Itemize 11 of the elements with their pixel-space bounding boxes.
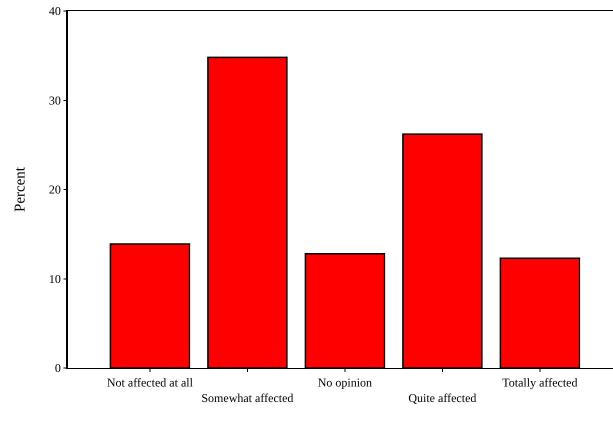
y-tick-label: 0 (54, 361, 61, 376)
y-tick-label: 10 (48, 272, 61, 286)
y-tick-label: 20 (48, 182, 61, 197)
y-tick-label: 40 (48, 4, 61, 18)
x-tick-label: Totally affected (502, 375, 578, 390)
x-tick-label: Not affected at all (106, 375, 194, 390)
x-tick-label: No opinion (318, 375, 372, 390)
x-tick-label: Quite affected (408, 391, 476, 405)
y-axis-title: Percent (12, 166, 29, 212)
x-tick-label: Somewhat affected (201, 391, 294, 405)
y-tick-label: 30 (48, 93, 61, 108)
